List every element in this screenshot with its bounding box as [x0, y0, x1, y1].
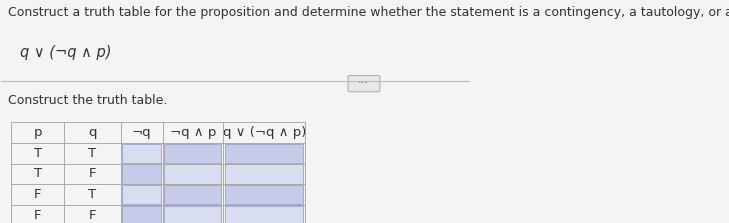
Text: q: q — [88, 126, 97, 139]
Bar — [165, 144, 222, 163]
Text: T: T — [88, 147, 96, 160]
Bar — [165, 185, 222, 204]
Text: ···: ··· — [358, 78, 369, 88]
Text: F: F — [34, 209, 42, 222]
Bar — [122, 144, 160, 163]
Bar — [225, 206, 303, 223]
Bar — [165, 206, 222, 223]
Bar — [165, 164, 222, 184]
Text: F: F — [34, 188, 42, 201]
Bar — [122, 206, 160, 223]
Text: T: T — [88, 188, 96, 201]
Text: F: F — [89, 209, 96, 222]
Text: Construct a truth table for the proposition and determine whether the statement : Construct a truth table for the proposit… — [9, 6, 729, 19]
FancyBboxPatch shape — [348, 76, 380, 92]
Text: q ∨ (¬q ∧ p): q ∨ (¬q ∧ p) — [20, 45, 112, 60]
Bar — [225, 164, 303, 184]
Text: T: T — [34, 147, 42, 160]
Text: T: T — [34, 167, 42, 180]
Text: p: p — [34, 126, 42, 139]
Text: q ∨ (¬q ∧ p): q ∨ (¬q ∧ p) — [222, 126, 306, 139]
Text: ¬q: ¬q — [132, 126, 152, 139]
Text: ¬q ∧ p: ¬q ∧ p — [170, 126, 216, 139]
Bar — [122, 164, 160, 184]
Text: Construct the truth table.: Construct the truth table. — [9, 94, 168, 107]
Bar — [225, 144, 303, 163]
Bar — [122, 185, 160, 204]
Bar — [225, 185, 303, 204]
Text: F: F — [89, 167, 96, 180]
